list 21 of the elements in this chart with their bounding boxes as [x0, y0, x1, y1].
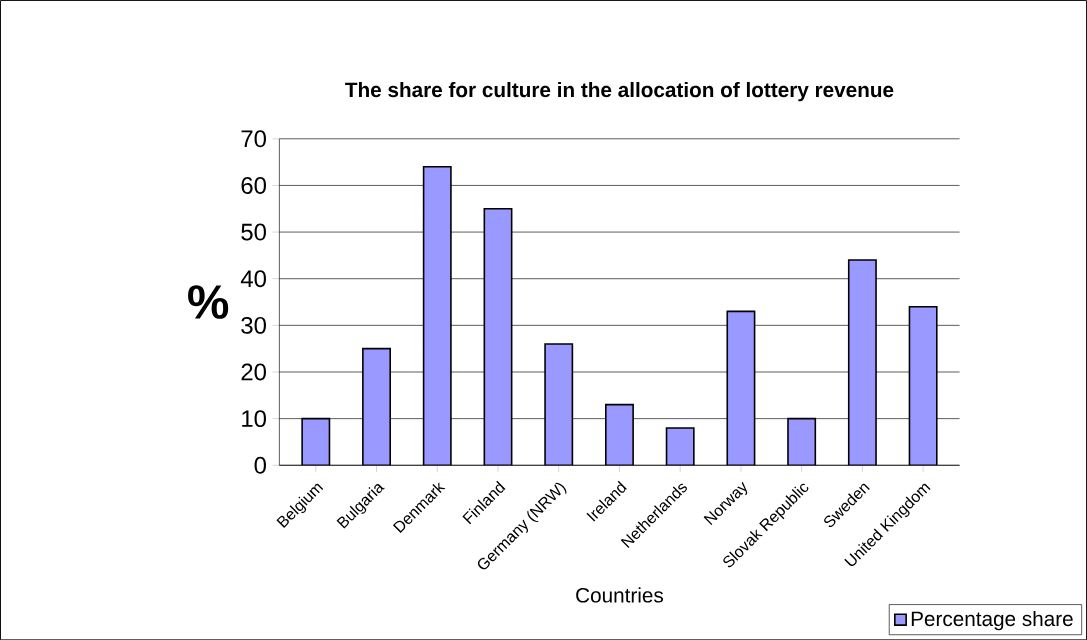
bar [301, 417, 331, 466]
bar [422, 165, 452, 466]
y-tick-label: 60 [241, 176, 266, 194]
bar [483, 207, 513, 466]
y-tick-label: 30 [241, 316, 266, 334]
y-tick-label: 0 [254, 456, 266, 474]
y-tick-label: 20 [241, 363, 266, 381]
bar [362, 347, 391, 466]
y-tick-label: 70 [241, 130, 266, 148]
y-axis-title: % [188, 285, 229, 319]
chart-title: The share for culture in the allocation of lottery revenue [345, 81, 894, 102]
bar [908, 305, 938, 466]
bar [847, 259, 877, 466]
y-tick-label: 40 [240, 270, 266, 288]
y-tick-label: 10 [242, 410, 266, 427]
x-axis-title: Countries [576, 587, 664, 603]
bar [787, 417, 817, 466]
bar [726, 310, 756, 466]
bar [544, 343, 574, 466]
legend-label: Percentage share [911, 610, 1073, 631]
y-tick-label: 50 [241, 223, 266, 241]
